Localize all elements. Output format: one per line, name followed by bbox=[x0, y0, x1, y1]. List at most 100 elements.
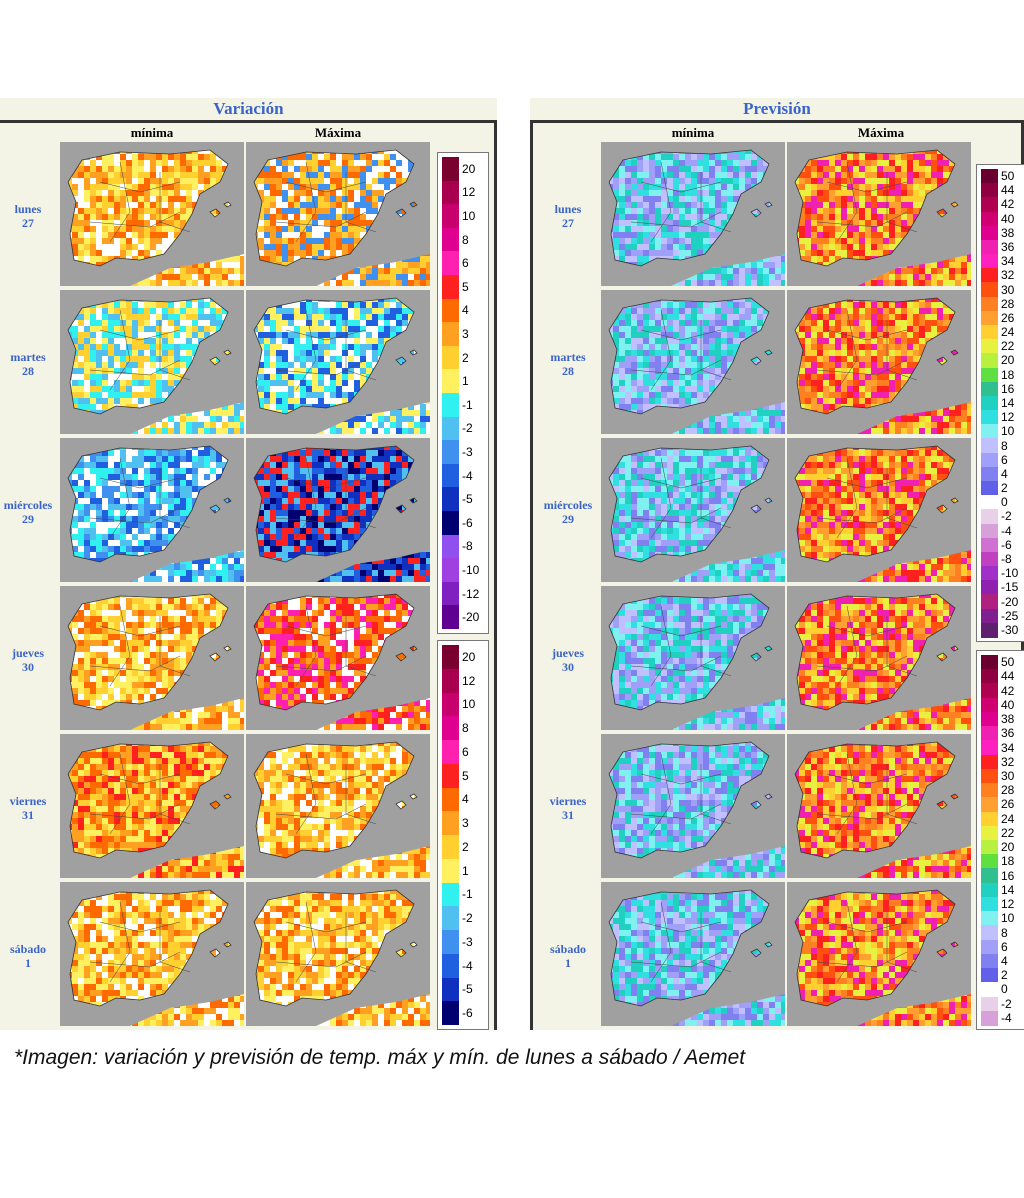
forecast-title: Previsión bbox=[530, 98, 1024, 120]
legend-label: 16 bbox=[1001, 868, 1015, 883]
legend-label: 30 bbox=[1001, 768, 1015, 783]
variation-title: Variación bbox=[0, 98, 497, 120]
legend-swatch bbox=[981, 939, 998, 955]
legend-swatch bbox=[981, 608, 998, 624]
legend-label: 4 bbox=[462, 792, 469, 807]
legend-swatch bbox=[442, 440, 459, 465]
day-number: 1 bbox=[565, 956, 571, 970]
legend-swatch bbox=[981, 452, 998, 468]
legend-label: 3 bbox=[462, 816, 469, 831]
legend-label: 28 bbox=[1001, 783, 1015, 798]
legend-swatch bbox=[442, 227, 459, 252]
legend-swatch bbox=[981, 353, 998, 369]
variation-min-map-5 bbox=[60, 882, 244, 1026]
legend-label: -3 bbox=[462, 934, 473, 949]
legend-swatch bbox=[981, 339, 998, 355]
legend-label: 34 bbox=[1001, 254, 1015, 269]
forecast-max-map-4 bbox=[787, 734, 971, 878]
forecast-col-max: Máxima bbox=[857, 125, 905, 140]
legend-label: 8 bbox=[462, 721, 469, 736]
legend-swatch bbox=[442, 763, 459, 788]
legend-swatch bbox=[981, 410, 998, 426]
legend-label: 8 bbox=[1001, 438, 1008, 453]
variation-max-map-1 bbox=[246, 290, 430, 434]
forecast-max-map-0 bbox=[787, 142, 971, 286]
legend-swatch bbox=[442, 605, 459, 630]
variation-day-label-2: miércoles 29 bbox=[0, 498, 56, 526]
legend-swatch bbox=[442, 180, 459, 205]
day-name: martes bbox=[550, 350, 586, 364]
legend-label: 36 bbox=[1001, 240, 1015, 254]
legend-label: 38 bbox=[1001, 712, 1015, 727]
day-name: jueves bbox=[552, 646, 584, 660]
legend-swatch bbox=[981, 669, 998, 685]
legend-label: 50 bbox=[1001, 655, 1015, 670]
forecast-min-map-1 bbox=[601, 290, 785, 434]
legend-swatch bbox=[442, 930, 459, 954]
legend-label: 8 bbox=[1001, 925, 1008, 940]
day-name: lunes bbox=[14, 202, 42, 216]
variation-min-map-1 bbox=[60, 290, 244, 434]
day-name: viernes bbox=[549, 794, 587, 808]
legend-swatch bbox=[442, 668, 459, 693]
legend-swatch bbox=[981, 225, 998, 241]
day-name: jueves bbox=[12, 646, 44, 660]
legend-swatch bbox=[981, 509, 998, 525]
legend-label: -10 bbox=[1001, 566, 1019, 581]
legend-swatch bbox=[442, 581, 459, 606]
legend-label: 26 bbox=[1001, 310, 1015, 325]
variation-col-max: Máxima bbox=[314, 125, 362, 140]
legend-swatch bbox=[981, 523, 998, 539]
variation-col-min: mínima bbox=[130, 125, 174, 140]
legend-label: 4 bbox=[1001, 466, 1008, 481]
legend-label: -2 bbox=[462, 911, 473, 926]
legend-swatch bbox=[981, 310, 998, 326]
legend-label: -2 bbox=[1001, 509, 1012, 524]
legend-label: 28 bbox=[1001, 296, 1015, 311]
legend-label: -8 bbox=[1001, 552, 1012, 566]
legend-swatch bbox=[442, 811, 459, 836]
legend-swatch bbox=[981, 683, 998, 699]
legend-label: 10 bbox=[1001, 424, 1015, 439]
legend-swatch bbox=[981, 783, 998, 799]
legend-label: -4 bbox=[1001, 1010, 1012, 1025]
variation-day-label-4: viernes 31 bbox=[0, 794, 56, 822]
variation-day-label-0: lunes 27 bbox=[0, 202, 56, 230]
variation-day-label-1: martes 28 bbox=[0, 350, 56, 378]
legend-swatch bbox=[981, 797, 998, 813]
legend-swatch bbox=[981, 740, 998, 756]
legend-label: 5 bbox=[462, 279, 469, 294]
legend-label: 36 bbox=[1001, 726, 1015, 741]
forecast-day-label-2: miércoles 29 bbox=[540, 498, 596, 526]
day-number: 31 bbox=[562, 808, 574, 822]
variation-max-map-0 bbox=[246, 142, 430, 286]
day-name: miércoles bbox=[543, 498, 593, 512]
legend-label: 2 bbox=[1001, 481, 1008, 496]
legend-label: 20 bbox=[1001, 353, 1015, 368]
day-number: 29 bbox=[22, 512, 34, 526]
legend-swatch bbox=[981, 197, 998, 213]
day-number: 28 bbox=[22, 364, 34, 378]
legend-label: 12 bbox=[1001, 410, 1015, 425]
legend-label: -15 bbox=[1001, 580, 1019, 595]
legend-swatch bbox=[981, 754, 998, 770]
legend-swatch bbox=[981, 282, 998, 298]
legend-swatch bbox=[981, 982, 998, 998]
legend-label: 16 bbox=[1001, 381, 1015, 396]
legend-swatch bbox=[981, 580, 998, 596]
legend-label: -10 bbox=[462, 563, 480, 577]
legend-swatch bbox=[981, 953, 998, 969]
legend-label: 10 bbox=[1001, 911, 1015, 926]
legend-label: 20 bbox=[462, 649, 476, 664]
legend-label: 18 bbox=[1001, 367, 1015, 382]
legend-label: -6 bbox=[462, 515, 473, 530]
legend-swatch bbox=[981, 481, 998, 496]
legend-swatch bbox=[981, 655, 998, 670]
legend-label: 10 bbox=[462, 697, 476, 712]
legend-swatch bbox=[981, 1010, 998, 1026]
legend-label: 40 bbox=[1001, 697, 1015, 712]
day-number: 31 bbox=[22, 808, 34, 822]
legend-label: 2 bbox=[462, 350, 469, 365]
day-name: miércoles bbox=[3, 498, 53, 512]
legend-label: 18 bbox=[1001, 854, 1015, 869]
